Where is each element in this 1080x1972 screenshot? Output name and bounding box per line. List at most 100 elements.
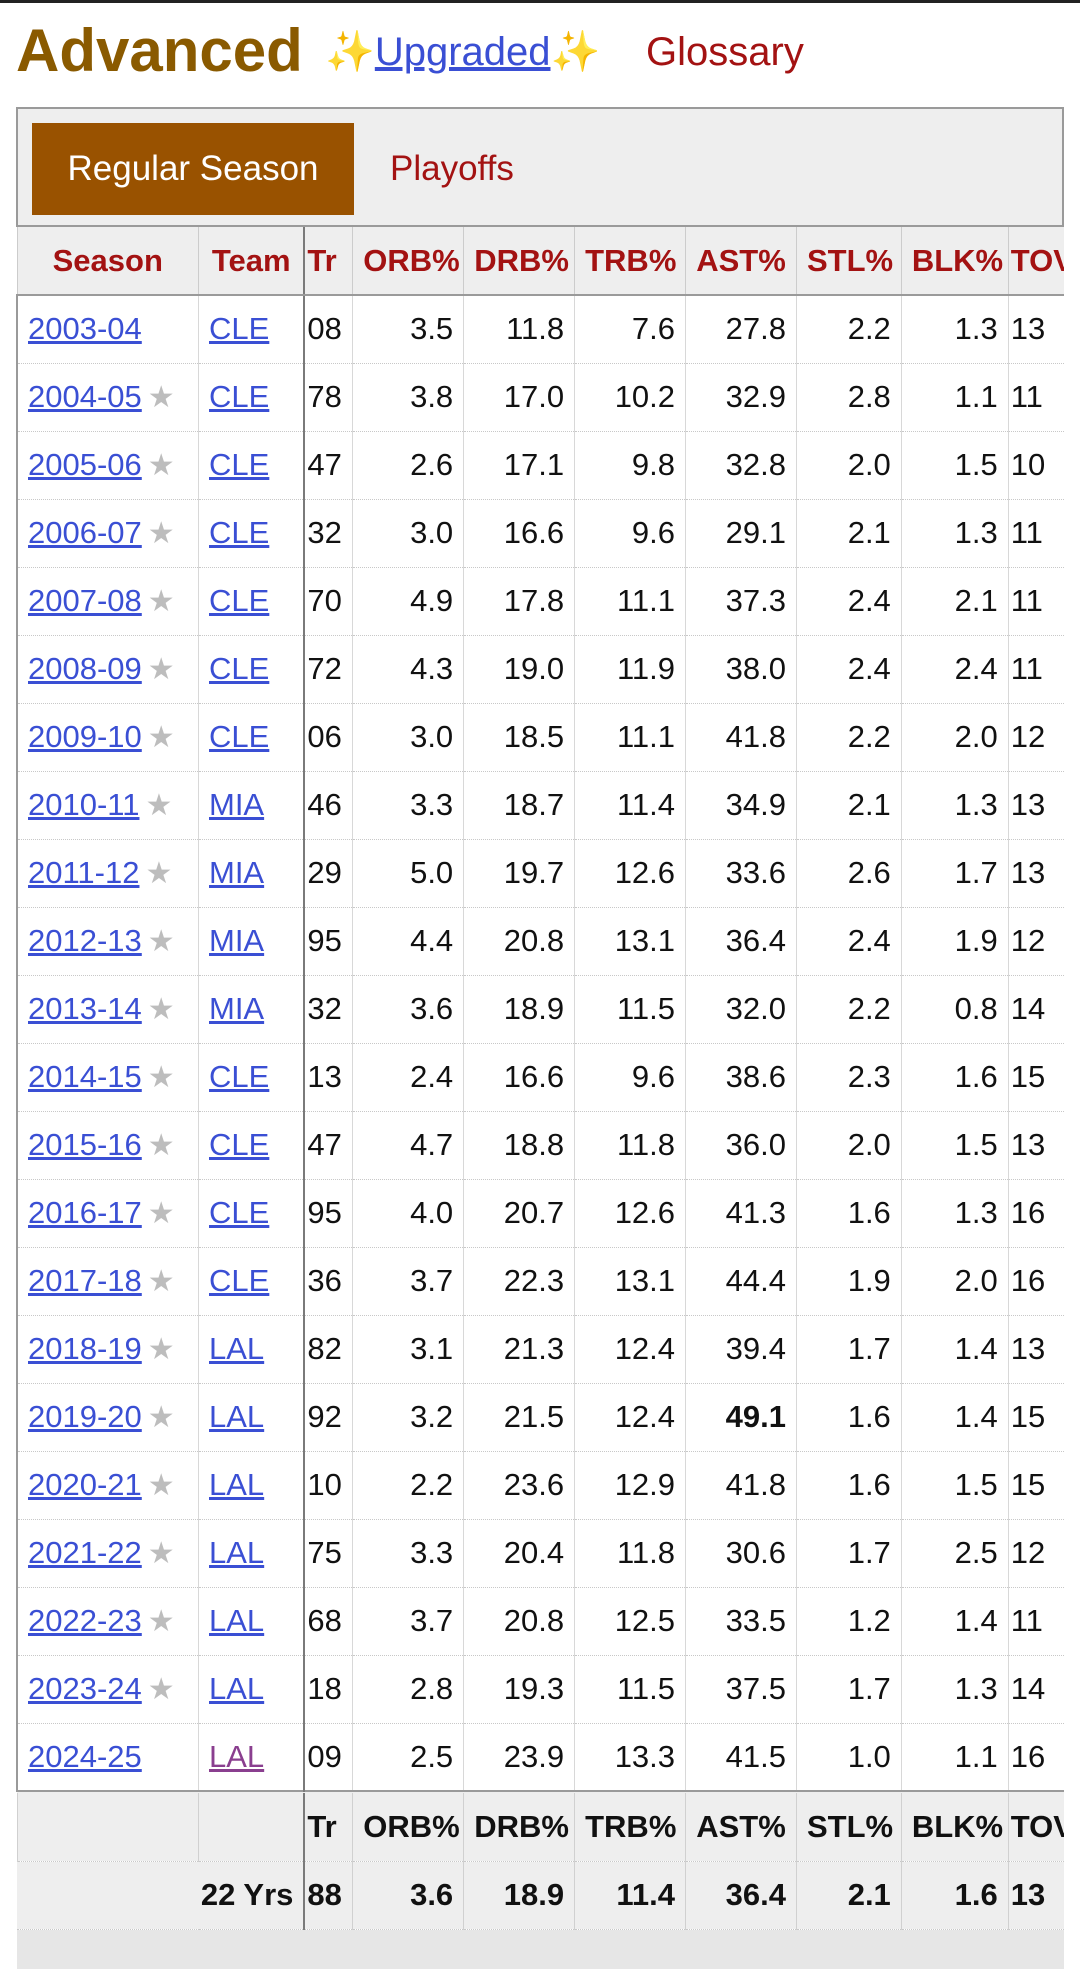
table-row: 2019-20 ★ LAL 92 3.2 21.5 12.4 49.1 1.6 1.4 15 xyxy=(16,1383,1064,1452)
drb-cell: 21.3 xyxy=(463,1315,575,1384)
column-header-tov[interactable]: TOV xyxy=(1007,227,1064,296)
team-link[interactable]: LAL xyxy=(209,1671,265,1706)
team-link[interactable]: LAL xyxy=(209,1738,265,1774)
advanced-stats-table-container[interactable]: Season Team Tr ORB% DRB% TRB% AST% STL% … xyxy=(16,227,1064,1972)
team-link[interactable]: CLE xyxy=(209,583,270,618)
season-link[interactable]: 2004-05 xyxy=(28,379,142,414)
team-cell: LAL xyxy=(198,1655,305,1724)
tab-playoffs[interactable]: Playoffs xyxy=(390,149,514,188)
trb-cell: 13.1 xyxy=(574,1247,686,1316)
stl-cell: 2.2 xyxy=(795,975,902,1044)
tr-cell: 08 xyxy=(303,295,353,364)
season-link[interactable]: 2007-08 xyxy=(28,583,142,618)
season-link[interactable]: 2024-25 xyxy=(28,1738,142,1774)
team-link[interactable]: LAL xyxy=(209,1603,265,1638)
column-header-drb[interactable]: DRB% xyxy=(463,227,575,296)
season-link[interactable]: 2006-07 xyxy=(28,515,142,550)
column-header-trb[interactable]: TRB% xyxy=(574,227,686,296)
column-header-team[interactable]: Team xyxy=(198,227,305,296)
trb-cell: 9.6 xyxy=(574,1043,686,1112)
footer-header-drb: DRB% xyxy=(463,1793,575,1862)
team-link[interactable]: MIA xyxy=(209,991,265,1026)
season-link[interactable]: 2008-09 xyxy=(28,651,142,686)
season-link[interactable]: 2018-19 xyxy=(28,1331,142,1366)
trb-cell: 11.4 xyxy=(574,771,686,840)
season-link[interactable]: 2017-18 xyxy=(28,1263,142,1298)
season-link[interactable]: 2009-10 xyxy=(28,719,142,754)
team-link[interactable]: LAL xyxy=(209,1467,265,1502)
tr-cell: 95 xyxy=(303,907,353,976)
stl-cell: 1.7 xyxy=(795,1655,902,1724)
team-cell: CLE xyxy=(198,703,305,772)
team-link[interactable]: LAL xyxy=(209,1535,265,1570)
season-link[interactable]: 2019-20 xyxy=(28,1399,142,1434)
season-link[interactable]: 2013-14 xyxy=(28,991,142,1026)
blk-cell: 2.5 xyxy=(900,1519,1009,1588)
column-header-blk[interactable]: BLK% xyxy=(900,227,1009,296)
all-star-icon: ★ xyxy=(147,381,175,414)
season-link[interactable]: 2003-04 xyxy=(28,311,142,347)
drb-cell: 19.7 xyxy=(463,839,575,908)
season-link[interactable]: 2016-17 xyxy=(28,1195,142,1230)
drb-cell: 16.6 xyxy=(463,1043,575,1112)
all-star-icon: ★ xyxy=(147,1469,175,1502)
tov-cell: 10 xyxy=(1007,431,1064,500)
season-cell: 2024-25 xyxy=(16,1723,199,1792)
all-star-icon: ★ xyxy=(147,1401,175,1434)
team-link[interactable]: CLE xyxy=(209,1263,270,1298)
season-link[interactable]: 2011-12 xyxy=(28,855,140,890)
team-link[interactable]: CLE xyxy=(209,1127,270,1162)
season-cell: 2022-23 ★ xyxy=(16,1587,199,1656)
column-header-ast[interactable]: AST% xyxy=(685,227,797,296)
stl-cell: 2.2 xyxy=(795,295,902,364)
tov-cell: 12 xyxy=(1007,1519,1064,1588)
orb-cell: 4.0 xyxy=(352,1179,464,1248)
team-link[interactable]: CLE xyxy=(209,651,270,686)
upgraded-link[interactable]: Upgraded xyxy=(374,30,551,74)
orb-cell: 4.3 xyxy=(352,635,464,704)
column-header-tr[interactable]: Tr xyxy=(303,227,353,296)
team-link[interactable]: CLE xyxy=(209,515,270,550)
all-star-icon: ★ xyxy=(147,1537,175,1570)
team-link[interactable]: MIA xyxy=(209,787,265,822)
column-header-stl[interactable]: STL% xyxy=(795,227,902,296)
ast-cell: 34.9 xyxy=(685,771,797,840)
season-link[interactable]: 2005-06 xyxy=(28,447,142,482)
orb-cell: 3.6 xyxy=(352,975,464,1044)
trb-cell: 10.2 xyxy=(574,363,686,432)
blk-cell: 1.5 xyxy=(900,1111,1009,1180)
team-link[interactable]: CLE xyxy=(209,719,270,754)
tov-cell: 12 xyxy=(1007,703,1064,772)
season-link[interactable]: 2020-21 xyxy=(28,1467,142,1502)
drb-cell: 23.6 xyxy=(463,1451,575,1520)
ast-cell: 37.5 xyxy=(685,1655,797,1724)
tr-cell: 78 xyxy=(303,363,353,432)
team-link[interactable]: LAL xyxy=(209,1399,265,1434)
team-link[interactable]: CLE xyxy=(209,1059,270,1094)
season-link[interactable]: 2021-22 xyxy=(28,1535,142,1570)
team-link[interactable]: CLE xyxy=(209,379,270,414)
team-cell: MIA xyxy=(198,839,305,908)
season-cell: 2020-21 ★ xyxy=(16,1451,199,1520)
team-link[interactable]: MIA xyxy=(209,855,265,890)
column-header-season[interactable]: Season xyxy=(16,227,199,296)
season-link[interactable]: 2015-16 xyxy=(28,1127,142,1162)
season-link[interactable]: 2023-24 xyxy=(28,1671,142,1706)
season-link[interactable]: 2014-15 xyxy=(28,1059,142,1094)
tov-cell: 16 xyxy=(1007,1179,1064,1248)
drb-cell: 17.1 xyxy=(463,431,575,500)
season-link[interactable]: 2012-13 xyxy=(28,923,142,958)
team-link[interactable]: CLE xyxy=(209,447,270,482)
season-link[interactable]: 2010-11 xyxy=(28,787,140,822)
stl-cell: 2.0 xyxy=(795,431,902,500)
season-link[interactable]: 2022-23 xyxy=(28,1603,142,1638)
blk-cell: 2.0 xyxy=(900,703,1009,772)
team-link[interactable]: MIA xyxy=(209,923,265,958)
team-link[interactable]: CLE xyxy=(209,311,270,347)
table-row: 2017-18 ★ CLE 36 3.7 22.3 13.1 44.4 1.9 2.0 16 xyxy=(16,1247,1064,1316)
glossary-link[interactable]: Glossary xyxy=(646,30,804,74)
column-header-orb[interactable]: ORB% xyxy=(352,227,464,296)
team-link[interactable]: CLE xyxy=(209,1195,270,1230)
tab-regular-season[interactable]: Regular Season xyxy=(32,123,354,215)
team-link[interactable]: LAL xyxy=(209,1331,265,1366)
